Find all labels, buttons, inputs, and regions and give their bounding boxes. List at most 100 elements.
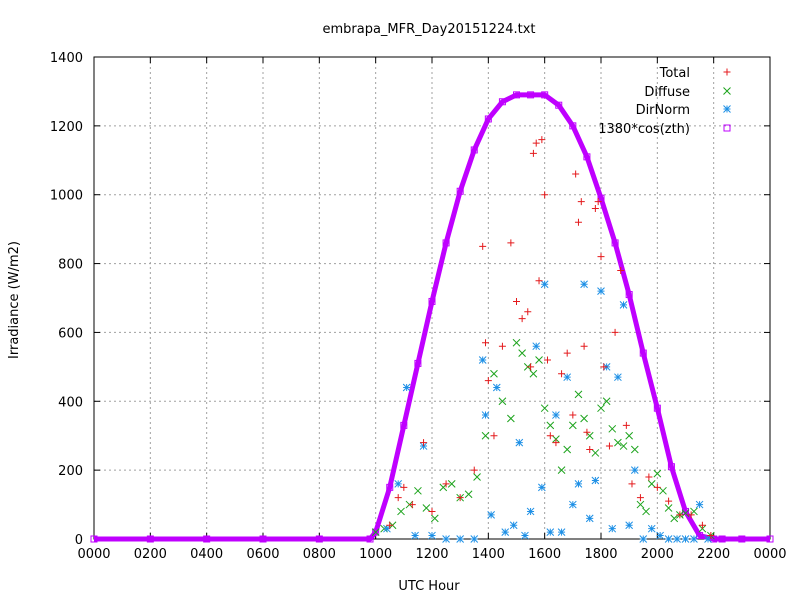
data-point — [411, 531, 419, 540]
data-point — [557, 466, 566, 474]
data-point — [498, 342, 506, 350]
data-point — [577, 198, 585, 206]
data-point — [386, 521, 394, 529]
data-point — [585, 514, 594, 523]
data-point — [574, 218, 582, 226]
data-point — [636, 494, 644, 502]
data-point — [676, 511, 684, 519]
data-point — [513, 297, 520, 305]
y-axis-ticks: 0 200 400 600 800 1000 1200 1400 — [50, 51, 770, 548]
data-point — [647, 480, 656, 488]
data-point — [583, 428, 591, 436]
data-point — [617, 266, 625, 274]
legend-marker — [723, 87, 731, 95]
data-point — [602, 397, 611, 406]
x-tick-label: 1800 — [584, 547, 617, 562]
x-tick-label: 0000 — [77, 547, 110, 562]
y-tick-label: 0 — [75, 533, 83, 548]
data-point — [470, 466, 478, 474]
data-point — [636, 500, 645, 509]
x-tick-label: 1400 — [472, 547, 505, 562]
data-point — [428, 507, 436, 515]
data-point — [625, 431, 634, 440]
data-point — [394, 494, 402, 502]
legend-marker — [723, 105, 731, 113]
series-2 — [383, 280, 712, 543]
data-point — [630, 466, 639, 474]
data-point — [490, 432, 498, 440]
legend-label-cos: 1380*cos(zth) — [598, 122, 690, 137]
data-point — [524, 308, 532, 316]
data-point — [673, 535, 681, 543]
data-point — [642, 507, 650, 516]
data-point — [479, 242, 487, 250]
data-point — [647, 524, 656, 533]
data-point — [594, 198, 602, 206]
data-point — [707, 532, 715, 540]
x-tick-label: 1000 — [359, 547, 392, 562]
data-point — [408, 501, 416, 509]
data-point — [622, 421, 630, 429]
legend-marker — [723, 68, 731, 76]
data-point — [628, 480, 636, 488]
data-point — [625, 521, 634, 530]
data-point — [501, 528, 510, 536]
data-point — [653, 469, 662, 478]
data-point — [442, 480, 450, 488]
data-point — [681, 509, 690, 518]
legend-markers — [723, 68, 731, 132]
chart-title: embrapa_MFR_Day20151224.txt — [322, 22, 535, 37]
y-tick-label: 800 — [58, 258, 83, 273]
data-point — [518, 349, 526, 357]
data-point — [572, 170, 580, 178]
data-point — [430, 514, 439, 523]
data-point — [532, 342, 541, 351]
data-point — [580, 280, 588, 289]
data-point — [557, 528, 566, 536]
y-tick-label: 1200 — [50, 120, 83, 135]
data-point — [619, 301, 628, 309]
data-point — [605, 442, 613, 450]
x-tick-label: 0600 — [246, 547, 279, 562]
data-point — [568, 421, 577, 430]
data-point — [608, 424, 617, 433]
data-point — [653, 483, 661, 491]
data-point — [574, 480, 583, 488]
data-point — [535, 356, 543, 364]
data-point — [695, 500, 704, 509]
series-0 — [386, 136, 715, 540]
data-point — [473, 473, 481, 481]
data-point — [591, 449, 600, 457]
legend-label-dirnorm: DirNorm — [636, 103, 690, 118]
data-point — [529, 149, 537, 157]
data-point — [543, 356, 551, 364]
legend: Total Diffuse DirNorm 1380*cos(zth) — [598, 66, 731, 137]
data-point — [546, 421, 555, 430]
data-point — [420, 439, 428, 447]
data-point — [591, 476, 600, 485]
data-point — [527, 363, 535, 371]
series-3 — [90, 91, 774, 543]
data-point — [690, 535, 698, 543]
data-point — [597, 287, 605, 295]
data-point — [558, 370, 566, 378]
data-point — [428, 531, 436, 540]
data-point — [481, 431, 490, 440]
x-tick-label: 2000 — [641, 547, 674, 562]
data-point — [656, 531, 665, 540]
x-tick-label: 0400 — [190, 547, 223, 562]
data-point — [563, 445, 572, 454]
data-point — [371, 528, 380, 536]
y-tick-label: 600 — [58, 326, 83, 341]
data-point — [639, 535, 648, 543]
data-point — [498, 397, 507, 406]
data-point — [470, 535, 479, 543]
x-tick-label: 1600 — [528, 547, 561, 562]
data-point — [484, 377, 492, 385]
data-point — [687, 511, 695, 519]
data-point — [611, 328, 619, 336]
data-point — [464, 490, 473, 499]
data-point — [532, 139, 540, 147]
data-point — [482, 339, 490, 347]
